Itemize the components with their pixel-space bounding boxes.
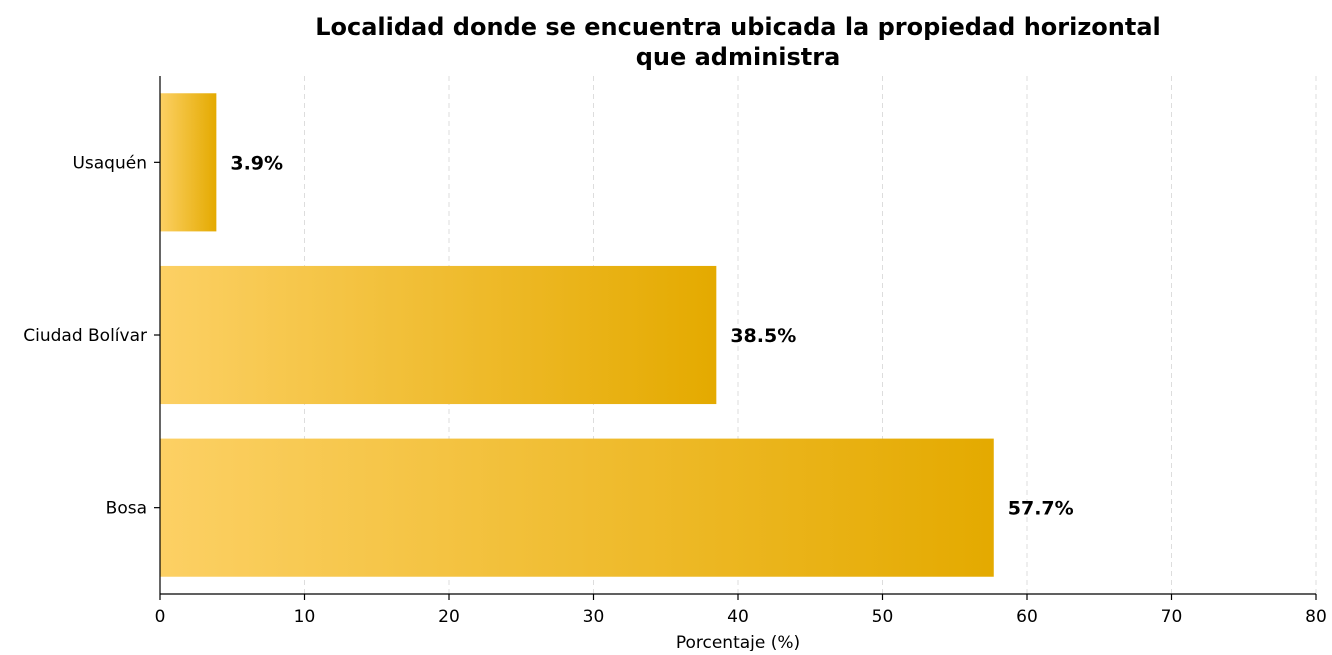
x-tick-label: 50 (872, 607, 894, 627)
x-tick-label: 60 (1016, 607, 1038, 627)
x-tick-label: 80 (1305, 607, 1327, 627)
chart-title-line-2: que administra (636, 43, 841, 71)
x-tick-label: 10 (294, 607, 316, 627)
x-axis-label: Porcentaje (%) (676, 633, 800, 651)
y-tick-label: Bosa (106, 499, 147, 519)
x-tick-label: 70 (1161, 607, 1183, 627)
x-tick-label: 20 (438, 607, 460, 627)
bar-data-label: 3.9% (230, 152, 283, 174)
data-labels: 3.9% 38.5% 57.7% (230, 152, 1073, 519)
bar (160, 93, 217, 232)
bars (160, 93, 994, 577)
bar (160, 265, 717, 405)
ticks: 0 10 20 30 40 50 60 70 80 Usaquén Ciudad Bolívar Bo… (23, 153, 1327, 627)
bar-data-label: 57.7% (1008, 498, 1074, 520)
chart-title-line-1: Localidad donde se encuentra ubicada la … (315, 13, 1161, 41)
y-tick-label: Ciudad Bolívar (23, 326, 147, 346)
x-tick-label: 40 (727, 607, 749, 627)
x-tick-label: 0 (155, 607, 166, 627)
x-tick-label: 30 (583, 607, 605, 627)
bar (160, 438, 994, 577)
bar-data-label: 38.5% (730, 325, 796, 347)
y-tick-label: Usaquén (72, 153, 147, 173)
